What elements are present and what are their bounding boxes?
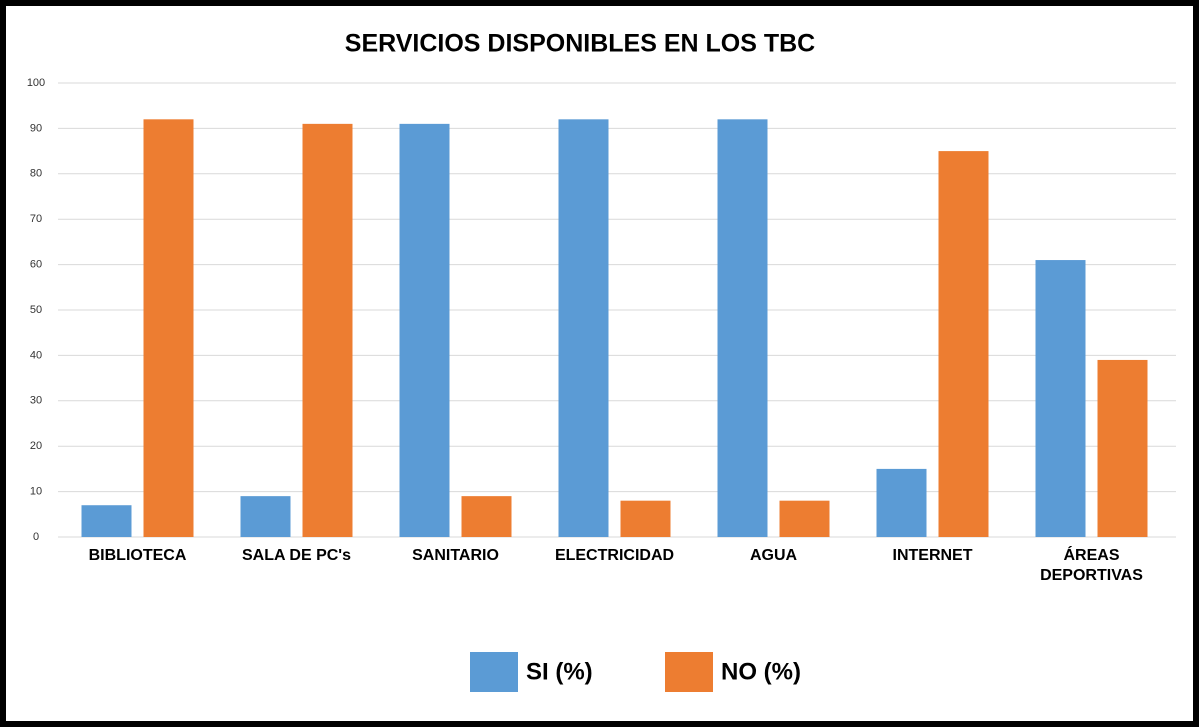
legend-swatch [665, 652, 713, 692]
chart-title: SERVICIOS DISPONIBLES EN LOS TBC [345, 30, 815, 58]
y-tick-label: 60 [30, 259, 42, 271]
y-tick-label: 50 [30, 304, 42, 316]
bar [938, 151, 989, 537]
legend-label: NO (%) [721, 658, 801, 685]
bar [399, 123, 450, 538]
legend-label: SI (%) [526, 658, 593, 685]
x-tick-label: SALA DE PC's [242, 547, 351, 564]
bar [302, 123, 353, 538]
bar [81, 505, 132, 537]
bar [240, 496, 291, 537]
bar [558, 119, 609, 537]
y-tick-label: 20 [30, 440, 42, 452]
x-tick-label: AGUA [750, 547, 798, 564]
x-tick-label: BIBLIOTECA [89, 547, 187, 564]
bar [717, 119, 768, 537]
y-tick-label: 0 [33, 531, 39, 543]
y-tick-label: 70 [30, 213, 42, 225]
bar [779, 500, 830, 537]
y-tick-label: 80 [30, 168, 42, 180]
bar [461, 496, 512, 537]
y-tick-label: 40 [30, 349, 42, 361]
bar [876, 468, 927, 537]
x-tick-label: ÁREAS DEPORTIVAS [1040, 545, 1143, 584]
x-tick-label: INTERNET [893, 547, 973, 564]
y-tick-label: 90 [30, 122, 42, 134]
bar [620, 500, 671, 537]
x-tick-label: ELECTRICIDAD [555, 547, 674, 564]
legend-swatch [470, 652, 518, 692]
y-tick-label: 30 [30, 395, 42, 407]
bar [1035, 260, 1086, 537]
bar [143, 119, 194, 537]
bar [1097, 359, 1148, 537]
y-tick-label: 10 [30, 486, 42, 498]
y-tick-label: 100 [27, 77, 45, 89]
x-tick-label: SANITARIO [412, 547, 499, 564]
